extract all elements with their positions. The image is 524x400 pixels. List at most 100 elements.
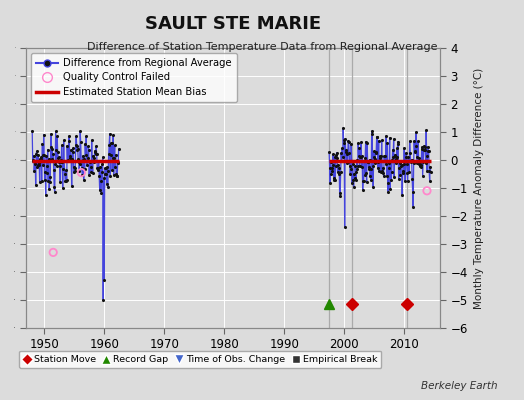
Point [41,168,49,175]
Point [384,180,392,186]
Point [51,161,59,167]
Point [368,131,376,137]
Point [83,155,92,162]
Point [46,179,54,185]
Point [30,168,38,174]
Point [98,169,106,175]
Point [325,149,333,156]
Point [55,159,63,165]
Point [47,130,56,137]
Point [417,164,425,170]
Point [326,180,334,186]
Point [415,161,423,167]
Point [94,158,103,164]
Point [363,140,372,146]
Point [372,150,380,156]
Point [405,168,413,175]
Point [383,140,391,146]
Point [97,190,105,196]
Point [336,168,345,175]
Point [104,184,112,190]
Point [417,161,425,168]
Point [54,154,62,161]
Point [47,143,55,150]
Point [111,164,119,170]
Point [385,160,394,166]
Point [335,164,343,171]
Point [418,144,427,150]
Point [392,145,401,152]
Point [381,160,390,167]
Point [43,169,51,176]
Point [69,145,77,152]
Point [42,162,51,169]
Y-axis label: Monthly Temperature Anomaly Difference (°C): Monthly Temperature Anomaly Difference (… [474,67,484,309]
Point [65,133,73,139]
Point [371,156,379,162]
Point [360,158,368,164]
Point [100,175,108,182]
Legend: Station Move, Record Gap, Time of Obs. Change, Empirical Break: Station Move, Record Gap, Time of Obs. C… [19,350,381,368]
Point [409,189,417,195]
Point [112,171,121,178]
Point [425,178,434,184]
Point [61,178,69,184]
Point [36,179,44,185]
Point [346,170,354,177]
Point [367,128,376,134]
Point [328,165,336,172]
Point [41,192,50,198]
Point [397,163,406,169]
Text: Difference of Station Temperature Data from Regional Average: Difference of Station Temperature Data f… [87,42,437,52]
Point [331,154,339,160]
Point [363,179,371,186]
Point [420,147,428,153]
Point [96,164,104,170]
Point [380,153,388,160]
Point [84,147,93,153]
Point [326,159,335,166]
Point [68,182,76,189]
Point [35,162,43,168]
Point [347,158,356,164]
Point [402,161,411,168]
Point [81,166,89,172]
Point [380,158,389,164]
Point [36,156,45,162]
Point [368,163,377,170]
Point [349,177,357,183]
Point [104,151,113,157]
Point [381,153,389,160]
Point [331,177,340,184]
Point [82,152,90,158]
Point [358,187,367,193]
Point [78,172,86,178]
Point [416,163,424,169]
Point [78,164,86,171]
Point [427,168,435,175]
Point [361,155,369,161]
Point [103,164,112,170]
Point [72,133,80,140]
Point [64,157,72,163]
Point [369,154,378,160]
Point [365,156,374,163]
Point [88,137,96,143]
Point [71,142,80,148]
Point [336,190,344,196]
Point [353,166,362,173]
Point [53,133,61,140]
Point [345,162,354,169]
Point [60,170,69,177]
Point [67,147,75,153]
Point [394,140,402,147]
Point [76,128,84,134]
Point [85,159,94,166]
Point [102,165,111,172]
Point [378,168,386,174]
Point [406,149,414,156]
Point [389,136,398,142]
Point [356,154,365,160]
Point [332,152,341,158]
Point [30,160,39,167]
